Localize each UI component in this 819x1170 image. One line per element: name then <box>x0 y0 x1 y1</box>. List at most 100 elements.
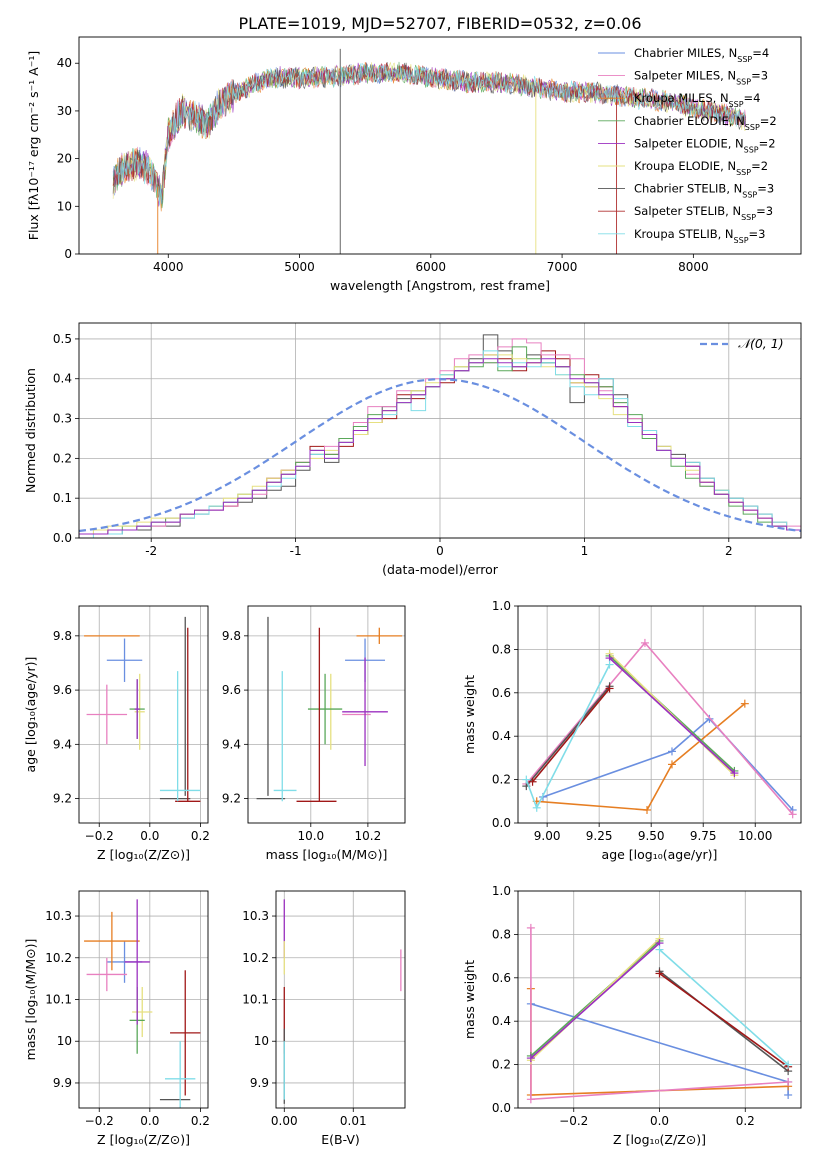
plot-area <box>283 899 402 1104</box>
x-tick-label: 0 <box>436 544 444 558</box>
x-axis-label: age [log₁₀(age/yr)] <box>602 847 718 862</box>
age-vs-z-panel: −0.2 0.0 0.2 9.2 9.4 9.6 9.8 Z [log₁₀(Z/Z⊙)] age… <box>23 605 210 862</box>
spectrum-line <box>112 62 746 206</box>
plot-area <box>256 616 403 802</box>
y-tick-label: 10.2 <box>45 951 72 965</box>
weight-line <box>609 653 735 776</box>
legend-label: Chabrier ELODIE, NSSP=2 <box>634 114 777 132</box>
ticks: -2 -1 0 1 2 0.0 0.1 0.2 0.3 0.4 0.5 <box>53 332 733 558</box>
x-tick-label: −0.2 <box>559 1114 588 1128</box>
residuals-panel: -2 -1 0 1 2 0.0 0.1 0.2 0.3 0.4 0.5 (data-model)/er… <box>23 322 802 577</box>
x-tick-label: −0.2 <box>85 829 114 843</box>
legend-tail: =3 <box>757 182 774 196</box>
y-tick-label: 0.8 <box>492 927 511 941</box>
x-tick-label: -2 <box>145 544 157 558</box>
y-tick-label: 9.9 <box>53 1076 72 1090</box>
legend-sub: SSP <box>737 55 752 64</box>
y-tick-label: 10 <box>254 1034 269 1048</box>
figure-title: PLATE=1019, MJD=52707, FIBERID=0532, z=0… <box>238 14 641 33</box>
y-tick-label: 9.6 <box>222 683 241 697</box>
y-tick-label: 10 <box>57 199 72 213</box>
y-tick-label: 0.6 <box>492 971 511 985</box>
weight-line <box>659 972 789 1068</box>
x-tick-label: 0.0 <box>140 829 159 843</box>
x-axis-label: Z [log₁₀(Z/Z⊙)] <box>97 1132 190 1147</box>
x-axis-label: Z [log₁₀(Z/Z⊙)] <box>97 847 190 862</box>
y-tick-label: 10.3 <box>242 909 269 923</box>
y-tick-label: 0.2 <box>53 451 72 465</box>
x-tick-label: 10.00 <box>738 829 772 843</box>
weight-line <box>542 717 794 811</box>
y-tick-label: 0.4 <box>53 372 72 386</box>
x-tick-label: 7000 <box>547 260 578 274</box>
y-tick-label: 0.4 <box>492 729 511 743</box>
legend-tail: =4 <box>752 46 769 60</box>
y-tick-label: 9.8 <box>222 629 241 643</box>
grid <box>248 606 405 823</box>
y-axis-label: mass [log₁₀(M/M⊙)] <box>23 939 38 1061</box>
y-tick-label: 9.2 <box>53 792 72 806</box>
x-tick-label: -1 <box>290 544 302 558</box>
x-tick-label: 6000 <box>416 260 447 274</box>
x-axis-label: (data-model)/error <box>382 562 499 577</box>
legend-label: Salpeter STELIB, NSSP=3 <box>634 204 773 222</box>
x-axis-label: Z [log₁₀(Z/Z⊙)] <box>613 1132 706 1147</box>
legend-label: Salpeter MILES, NSSP=3 <box>634 69 768 87</box>
x-tick-label: 0.2 <box>191 1114 210 1128</box>
legend-sub: SSP <box>741 213 756 222</box>
y-tick-label: 0.3 <box>53 412 72 426</box>
x-tick-label: −0.2 <box>85 1114 114 1128</box>
age-vs-mass-panel: 10.0 10.2 9.2 9.4 9.6 9.8 mass [log₁₀(M/M⊙)] <box>222 605 406 862</box>
x-tick-label: 0.0 <box>650 1114 669 1128</box>
weight-line <box>536 702 746 811</box>
x-tick-label: 5000 <box>284 260 315 274</box>
legend-sub: SSP <box>736 168 751 177</box>
x-tick-label: 0.00 <box>271 1114 298 1128</box>
y-tick-label: 9.8 <box>53 629 72 643</box>
grid <box>276 891 405 1108</box>
x-tick-label: 1 <box>581 544 589 558</box>
x-tick-label: 8000 <box>678 260 709 274</box>
x-tick-label: 0.01 <box>340 1114 367 1128</box>
legend-tail: =2 <box>759 136 776 150</box>
gaussian-curve <box>79 378 801 533</box>
y-tick-label: 9.9 <box>250 1076 269 1090</box>
y-tick-label: 1.0 <box>492 884 511 898</box>
weight-line <box>658 949 789 1066</box>
legend-sub: SSP <box>736 77 751 86</box>
legend-tail: =2 <box>760 114 777 128</box>
legend-sub: SSP <box>744 145 759 154</box>
y-axis-label: Flux [fλ10⁻¹⁷ erg cm⁻² s⁻¹ A⁻¹] <box>26 51 41 240</box>
legend-tail: =4 <box>744 91 761 105</box>
plot-area <box>84 899 201 1108</box>
y-tick-label: 9.4 <box>222 737 241 751</box>
weight-line <box>530 938 661 1061</box>
y-tick-label: 10.2 <box>242 951 269 965</box>
legend-label: Kroupa STELIB, NSSP=3 <box>634 227 765 245</box>
ticks: −0.2 0.0 0.2 9.2 9.4 9.6 9.8 <box>53 629 210 843</box>
plot-area <box>79 334 801 538</box>
x-tick-label: 10.0 <box>297 829 324 843</box>
legend-tail: =3 <box>756 204 773 218</box>
legend-label: Chabrier STELIB, NSSP=3 <box>634 182 774 200</box>
ticks: 10.0 10.2 9.2 9.4 9.6 9.8 <box>222 629 381 843</box>
grid <box>518 890 801 1109</box>
grid <box>79 606 208 823</box>
x-tick-label: 9.75 <box>690 829 717 843</box>
x-tick-label: 0.2 <box>736 1114 755 1128</box>
y-tick-label: 10.1 <box>242 993 269 1007</box>
grid <box>79 323 801 539</box>
weight-line <box>530 942 661 1059</box>
ticks: 4000 5000 6000 7000 8000 0 10 20 30 40 <box>57 56 709 274</box>
legend-sub: SSP <box>742 190 757 199</box>
ticks: −0.2 0.0 0.2 9.9 10 10.1 10.2 10.3 <box>45 909 210 1128</box>
axes-frame <box>517 605 802 824</box>
plot-area <box>522 638 797 819</box>
y-tick-label: 9.2 <box>222 792 241 806</box>
plot-area <box>526 923 793 1104</box>
legend-label: Chabrier MILES, NSSP=4 <box>634 46 769 64</box>
y-tick-label: 0.8 <box>492 642 511 656</box>
ticks: 9.00 9.25 9.50 9.75 10.00 0.0 0.2 0.4 0.6 0.8 1.0 <box>492 599 772 843</box>
y-tick-label: 30 <box>57 104 72 118</box>
x-tick-label: 10.2 <box>355 829 382 843</box>
